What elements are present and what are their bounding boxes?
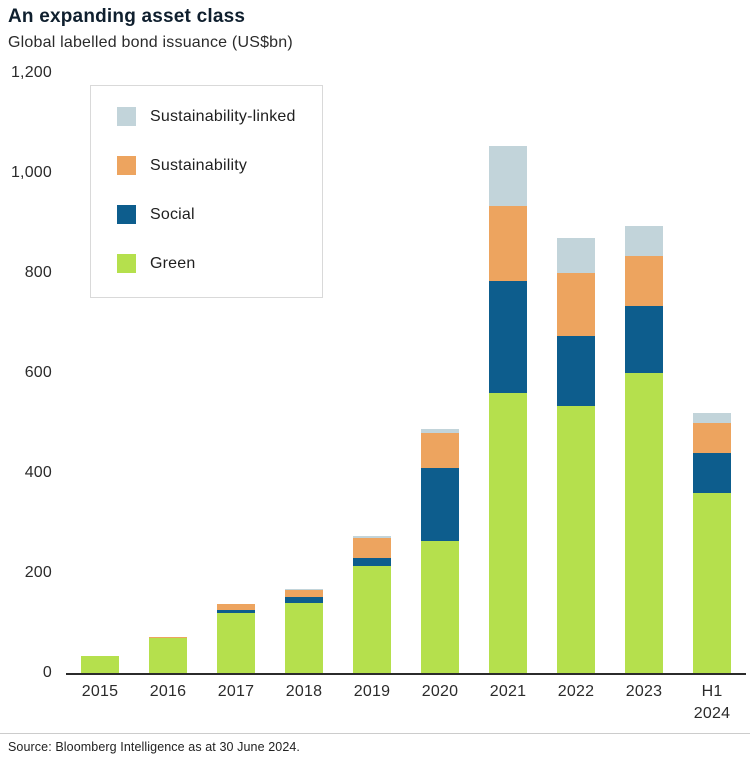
y-axis-label: 1,000 — [10, 164, 52, 181]
x-axis-label: 2018 — [285, 683, 323, 700]
bar-segment-green — [217, 613, 255, 673]
x-axis-label: 2019 — [353, 683, 391, 700]
bar-segment-sustainability-linked — [625, 225, 663, 256]
x-axis: 2015 2016 2017 2018 2019 2020 2021 2022 2023 H1 2… — [66, 681, 746, 725]
bar-segment-green — [353, 565, 391, 673]
bar-2023 — [625, 225, 663, 673]
bar-segment-sustainability — [489, 205, 527, 281]
bar-2019 — [353, 535, 391, 673]
bar-segment-sustainability — [149, 637, 187, 638]
legend-item-sustainability: Sustainability — [117, 156, 296, 175]
bar-2015 — [81, 655, 119, 673]
bar-2017 — [217, 604, 255, 673]
bar-2016 — [149, 637, 187, 673]
y-axis-label: 0 — [42, 664, 52, 681]
y-axis-label: 800 — [24, 264, 52, 281]
legend-label: Social — [150, 205, 195, 223]
x-axis-label: 2020 — [421, 683, 459, 700]
bar-segment-social — [421, 468, 459, 541]
bars-group — [66, 73, 746, 673]
legend-label: Green — [150, 254, 196, 272]
legend-swatch-icon — [117, 156, 136, 175]
y-axis: 0 200 400 600 800 1,000 1,200 — [0, 64, 52, 681]
bar-segment-social — [693, 453, 731, 493]
bar-segment-sustainability — [285, 589, 323, 597]
footer-divider — [0, 733, 750, 734]
x-axis-label: 2015 — [81, 683, 119, 700]
bar-segment-social — [353, 558, 391, 566]
bar-segment-green — [285, 603, 323, 673]
legend-swatch-icon — [117, 205, 136, 224]
bar-segment-sustainability — [217, 604, 255, 610]
y-axis-label: 400 — [24, 464, 52, 481]
bar-segment-social — [625, 305, 663, 373]
legend-item-social: Social — [117, 205, 296, 224]
bar-segment-green — [693, 493, 731, 673]
y-axis-label: 600 — [24, 364, 52, 381]
x-axis-label: 2022 — [557, 683, 595, 700]
bar-segment-sustainability-linked — [285, 588, 323, 590]
legend-item-green: Green — [117, 254, 296, 273]
bar-segment-green — [81, 655, 119, 673]
x-axis-label: 2016 — [149, 683, 187, 700]
bar-segment-social — [489, 280, 527, 393]
chart-subtitle: Global labelled bond issuance (US$bn) — [8, 34, 293, 51]
legend-item-sustainability-linked: Sustainability-linked — [117, 107, 296, 126]
x-axis-label: H1 2024 — [693, 683, 731, 722]
bar-segment-sustainability-linked — [489, 145, 527, 206]
bar-segment-sustainability — [557, 273, 595, 336]
bar-segment-sustainability-linked — [353, 535, 391, 538]
bar-segment-social — [217, 610, 255, 613]
y-axis-label: 1,200 — [10, 64, 52, 81]
legend-swatch-icon — [117, 254, 136, 273]
legend-label: Sustainability — [150, 156, 248, 174]
bar-segment-green — [149, 638, 187, 673]
y-axis-label: 200 — [24, 564, 52, 581]
source-note: Source: Bloomberg Intelligence as at 30 … — [8, 740, 300, 754]
bar-2018 — [285, 588, 323, 673]
plot-area: Sustainability-linked Sustainability Socia… — [66, 73, 746, 675]
bar-segment-social — [557, 335, 595, 406]
bar-segment-green — [489, 393, 527, 673]
x-axis-label: 2023 — [625, 683, 663, 700]
bar-segment-sustainability-linked — [557, 238, 595, 273]
x-axis-label: 2017 — [217, 683, 255, 700]
bar-segment-sustainability — [353, 538, 391, 558]
chart-area: 0 200 400 600 800 1,000 1,200 Sustainability-l… — [0, 64, 750, 681]
bar-segment-social — [285, 597, 323, 603]
legend-swatch-icon — [117, 107, 136, 126]
bar-h1-2024 — [693, 413, 731, 673]
legend-label: Sustainability-linked — [150, 107, 296, 125]
x-axis-label: 2021 — [489, 683, 527, 700]
chart-title: An expanding asset class — [8, 6, 246, 27]
bar-segment-sustainability-linked — [421, 429, 459, 433]
bar-2020 — [421, 429, 459, 673]
bar-segment-sustainability — [625, 255, 663, 306]
bar-segment-sustainability — [693, 423, 731, 453]
bar-segment-green — [625, 373, 663, 673]
bar-segment-sustainability — [421, 433, 459, 468]
bar-segment-sustainability-linked — [693, 413, 731, 423]
bar-segment-green — [421, 540, 459, 673]
bar-segment-green — [557, 405, 595, 673]
legend: Sustainability-linked Sustainability Socia… — [90, 85, 323, 298]
bar-2022 — [557, 238, 595, 673]
bar-2021 — [489, 145, 527, 673]
